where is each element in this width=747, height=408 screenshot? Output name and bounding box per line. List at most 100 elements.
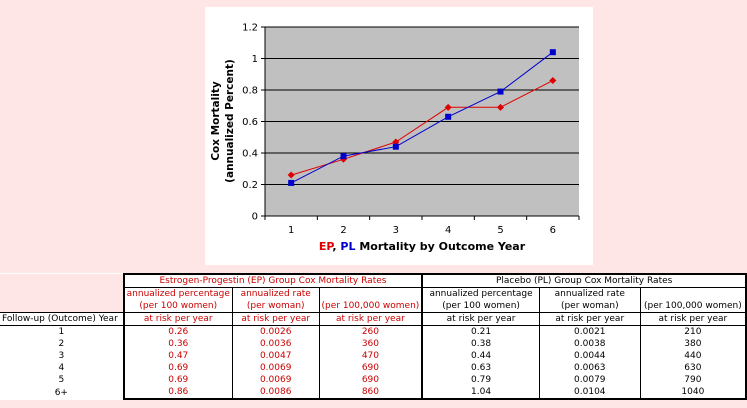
pl-rate-cell: 0.0038 [538,338,641,350]
blank-cell [0,300,124,313]
y-tick-label: 0.6 [242,117,258,128]
ep-header-count [318,287,424,300]
y-axis-label-line1: Cox Mortality [210,81,222,161]
pl-data-point [497,88,504,95]
pl-percent-cell: 0.38 [471,339,492,349]
ep-group-title: Estrogen-Progestin (EP) Group Cox Mortal… [122,273,424,288]
ep-rate-cell: 0.0069 [231,374,320,386]
ep-header-rate: annualized rate [231,287,320,300]
ep-percent-cell: 0.69 [122,362,233,374]
ep-header-percent: annualized percentage [122,287,233,300]
pl-group-title: Placebo (PL) Group Cox Mortality Rates [422,273,747,288]
year-cell: 4 [58,363,65,373]
pl-header-rate: annualized rate [538,287,641,300]
table-row: 6+ 0.86 0.0086 860 1.04 0.0104 1040 [0,386,747,400]
pl-header-rate-risk: at risk per year [538,312,641,326]
mortality-table: Estrogen-Progestin (EP) Group Cox Mortal… [0,273,747,400]
ep-count-cell: 860 [318,386,424,400]
y-tick-label: 0.4 [242,149,258,160]
x-axis-title: EP, PL Mortality by Outcome Year [319,240,526,253]
ep-header-percent-unit: (per 100 women) [122,300,233,313]
pl-count-cell: 790 [639,374,747,386]
pl-rate-cell: 0.0044 [538,350,641,362]
ep-rate-cell: 0.0047 [231,350,320,362]
pl-header-percent: annualized percentage [429,289,533,299]
x-tick-label: 3 [393,225,399,236]
year-cell: 6+ [54,387,68,398]
x-tick-label: 4 [445,225,451,236]
y-axis-label-line2: (annualized Percent) [224,59,236,183]
pl-header-count-risk: at risk per year [639,312,747,326]
ep-data-point [287,171,295,179]
year-cell: 1 [58,327,65,337]
y-tick-label: 0 [252,212,258,223]
ep-series-line [291,80,554,176]
pl-count-cell: 1040 [639,386,747,400]
table-row: 5 0.69 0.0069 690 0.79 0.0079 790 [0,374,747,386]
ep-rate-cell: 0.0069 [231,362,320,374]
pl-rate-cell: 0.0021 [538,325,641,338]
pl-rate-cell: 0.0063 [538,362,641,374]
pl-header-count [639,287,747,300]
x-axis-title-sep: , [332,240,340,253]
ep-rate-cell: 0.0086 [231,386,320,400]
ep-count-cell: 690 [318,362,424,374]
ep-data-point [444,103,452,111]
ep-header-percent-risk: at risk per year [122,312,233,326]
pl-rate-cell: 0.0079 [538,374,641,386]
y-tick-label: 1 [252,54,258,65]
ep-percent-cell: 0.36 [122,338,233,350]
table-row: 3 0.47 0.0047 470 0.44 0.0044 440 [0,350,747,362]
x-tick-label: 2 [340,225,346,236]
pl-percent-cell: 0.44 [471,351,492,361]
ep-count-cell: 470 [318,350,424,362]
y-tick-label: 0.2 [242,180,258,191]
ep-header-count-risk: at risk per year [318,312,424,326]
pl-data-point [340,153,347,160]
ep-count-cell: 260 [318,325,424,338]
pl-header-percent-risk: at risk per year [422,312,540,326]
ep-percent-cell: 0.47 [122,350,233,362]
ep-data-point [549,77,557,85]
pl-count-cell: 210 [639,325,747,338]
mortality-line-chart: 0 0.2 0.4 0.6 0.8 1 1.2 1 2 3 4 5 6 Cox Mortality (a… [210,23,580,253]
x-axis-title-pl: PL [340,240,355,253]
x-tick-label: 6 [550,225,556,236]
row-label-header: Follow-up (Outcome) Year [0,312,124,326]
table-row: 1 0.26 0.0026 260 0.21 0.0021 210 [0,325,747,338]
pl-percent-cell: 0.21 [471,327,492,337]
x-axis-title-ep: EP [319,240,335,253]
ep-count-cell: 360 [318,338,424,350]
table-row: 4 0.69 0.0069 690 0.63 0.0063 630 [0,362,747,374]
year-cell: 5 [58,375,65,385]
ep-percent-cell: 0.86 [122,386,233,400]
pl-header-rate-unit: (per woman) [538,300,641,313]
ep-data-point [497,103,504,111]
pl-data-point [288,179,295,186]
year-cell: 2 [58,339,65,349]
year-cell: 3 [58,351,65,361]
ep-percent-cell: 0.69 [122,374,233,386]
pl-count-cell: 630 [639,362,747,374]
chart-panel: 0 0.2 0.4 0.6 0.8 1 1.2 1 2 3 4 5 6 Cox Mortality (a… [205,7,593,265]
ep-header-rate-unit: (per woman) [231,300,320,313]
pl-header-count-unit: (per 100,000 women) [639,300,747,313]
x-tick-label: 5 [497,225,503,236]
pl-percent-cell: 1.04 [422,386,540,400]
pl-percent-cell: 0.63 [471,363,492,373]
pl-series-line [290,51,554,184]
ep-rate-cell: 0.0036 [231,338,320,350]
ep-count-cell: 690 [318,374,424,386]
blank-cell [0,274,124,288]
ep-rate-cell: 0.0026 [231,325,320,338]
pl-percent-cell: 0.79 [471,375,492,385]
table-row: 2 0.36 0.0036 360 0.38 0.0038 380 [0,338,747,350]
ep-header-rate-risk: at risk per year [231,312,320,326]
pl-data-point [392,143,399,150]
x-axis-title-rest: Mortality by Outcome Year [356,240,526,253]
y-tick-label: 0.8 [242,86,258,97]
x-tick-label: 1 [288,225,294,236]
pl-header-percent-unit: (per 100 women) [442,301,520,311]
pl-count-cell: 440 [639,350,747,362]
blank-cell [0,287,124,300]
